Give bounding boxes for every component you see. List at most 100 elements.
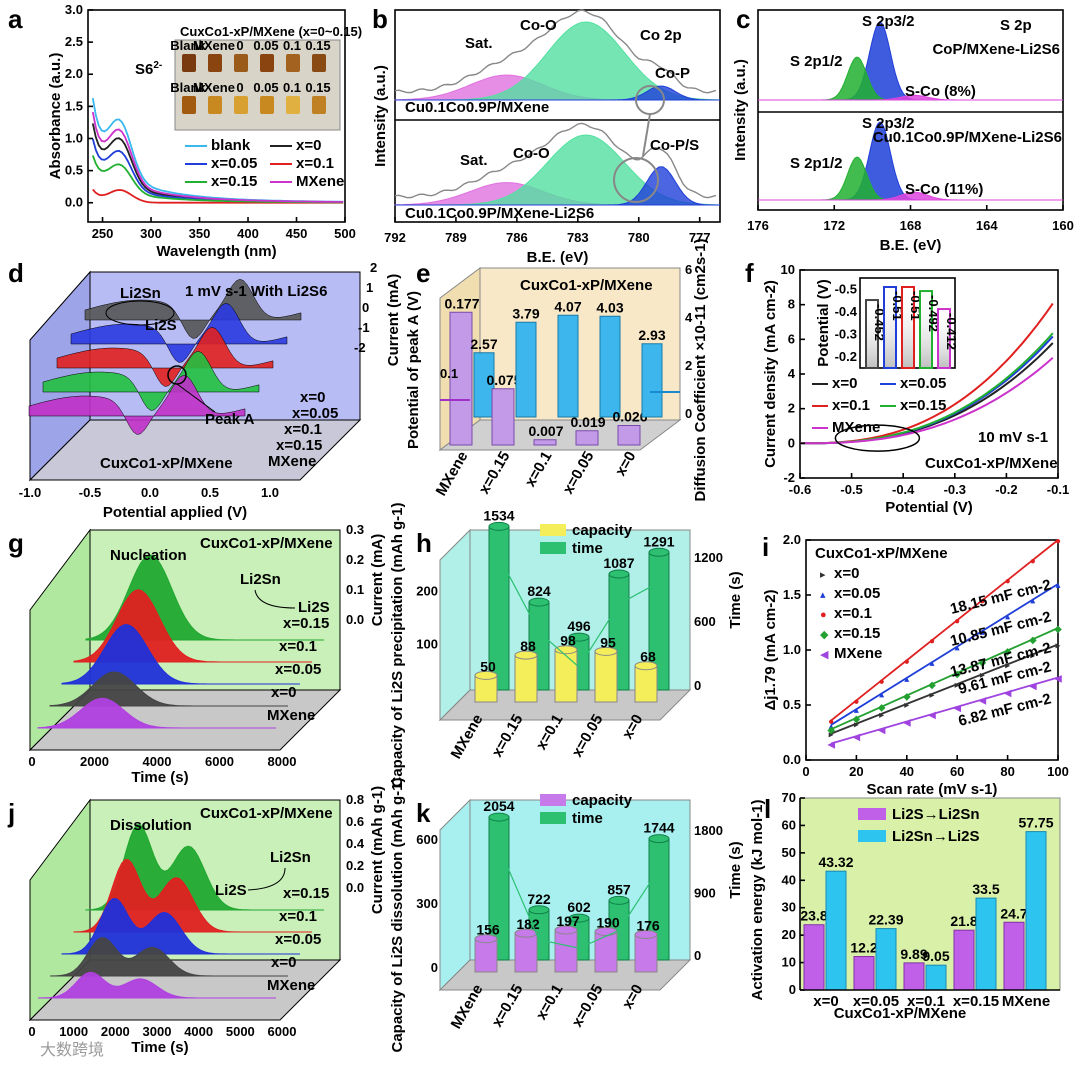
y-tick-left: 100: [416, 637, 438, 652]
bar-time-cap: [528, 597, 550, 607]
data-point: ▸: [904, 700, 909, 711]
fit-line-MXene: [830, 676, 1059, 745]
annotation-s6: S62-: [135, 60, 162, 78]
y-tick-right: 900: [694, 885, 716, 900]
y-tick-label: 60: [782, 817, 796, 832]
data-point: ●: [904, 656, 910, 667]
x-tick-label: -0.5: [840, 482, 862, 497]
time-trend-line: [498, 846, 660, 949]
z-tick-label: -2: [354, 340, 366, 355]
vial: [208, 96, 222, 114]
bar-time-cap: [648, 834, 670, 844]
inset-bar: [937, 308, 951, 369]
y-axis-title: Δj1.79 (mA cm-2): [762, 589, 779, 710]
x-tick-label: 500: [334, 226, 356, 241]
data-label-capacity: 50: [480, 658, 496, 674]
data-point: ◆: [928, 680, 936, 691]
panel-label: f: [745, 258, 754, 288]
z-tick-label: 0.0: [346, 612, 364, 627]
series-label: MXene: [268, 453, 316, 470]
bar-capacity-cap: [554, 645, 578, 655]
y-tick-label: 2: [788, 401, 795, 416]
bar-capacity-cap: [474, 934, 498, 944]
data-label: 9.89: [900, 946, 927, 962]
transient-curve-x=0: [49, 671, 288, 707]
x-tick-label: 6000: [205, 754, 234, 769]
legend-entry: x=0.05: [834, 585, 880, 602]
x-tick-label: 20: [849, 764, 863, 779]
y-axis-title-left: Potential of peak A (V): [405, 291, 422, 449]
plot-frame: [394, 9, 721, 223]
y-axis-title-left: Capacity of Li2S dissolution (mAh g-1): [389, 777, 406, 1052]
y-tick-left: 0.1: [440, 366, 458, 381]
series-label: x=0: [271, 684, 296, 701]
annotation-sup: 2-: [153, 60, 162, 71]
data-point: ▸: [955, 680, 960, 691]
bar-time-cap: [528, 905, 550, 915]
data-label-capacity: 182: [516, 916, 540, 932]
legend-swatch: [540, 794, 566, 806]
bar-capacity: [554, 929, 578, 973]
bar-capacity-cap: [514, 650, 538, 660]
x-axis-title: Time (s): [131, 1039, 188, 1056]
data-label: 9.05: [922, 948, 949, 964]
inset-row-label: 0.1: [283, 80, 301, 95]
x-tick-label: 300: [140, 226, 162, 241]
legend-entry: Li2S→Li2Sn: [892, 806, 980, 823]
data-point: ◀: [1004, 688, 1012, 699]
y-tick-label: 3.0: [65, 2, 83, 17]
data-point: ▴: [829, 721, 834, 732]
x-axis-title: Wavelength (nm): [156, 243, 276, 260]
data-label-time: 824: [527, 583, 551, 599]
data-point: ●: [1055, 536, 1061, 547]
vial: [260, 96, 274, 114]
bar-li2sn-to-li2s: [875, 928, 897, 991]
y-tick-label: 20: [782, 927, 796, 942]
x-tick-label: 160: [1052, 218, 1074, 233]
y-tick-label: 50: [782, 845, 796, 860]
data-label-potential: 0.177: [444, 295, 479, 311]
y-axis-title: Intensity (a.u.): [372, 65, 389, 167]
data-point: ●: [828, 716, 834, 727]
panel-label: h: [416, 528, 432, 558]
x-tick-label: 168: [900, 218, 922, 233]
bar-capacity-cap: [634, 661, 658, 671]
legend-entry: x=0: [834, 565, 859, 582]
bar-li2sn-to-li2s: [975, 897, 997, 991]
legend-marker: ▸: [820, 569, 826, 581]
z-tick-label: 0: [362, 300, 369, 315]
x-tick-label: 40: [900, 764, 914, 779]
peak-a-pointer: [176, 383, 216, 413]
panel-a: a 250 300 350 400 450 500 0.0 0.5 1.0 1.5 2.0 2.5 3.0…: [8, 2, 362, 260]
series-label: MXene: [267, 977, 315, 994]
data-label-capacity: 68: [640, 649, 656, 665]
plot-frame: [87, 9, 346, 223]
bar-diffusion: [641, 343, 663, 418]
bar-capacity: [594, 650, 618, 703]
raw-spectrum: [394, 122, 717, 199]
legend-entry: x=0.15: [834, 625, 880, 642]
y-axis-title: Intensity (a.u.): [732, 59, 749, 161]
y-axis-title-left: Capacity of Li2S precipitation (mAh g-1): [389, 502, 406, 787]
bar-time-cap: [648, 547, 670, 557]
data-point: ▴: [1030, 596, 1035, 607]
x-tick-label: -0.5: [79, 485, 101, 500]
rate-label: 1 mV s-1 With Li2S6: [185, 283, 327, 300]
legend-entry: capacity: [572, 792, 633, 809]
y-tick-label: 30: [782, 900, 796, 915]
highlight-circle: [613, 157, 659, 203]
panel-j: j x=0.15 x=0.1 x=0.05 x=0 MXene Dissolution Cux…: [7, 786, 386, 1056]
bar-capacity: [474, 938, 498, 973]
bar-diffusion: [557, 314, 579, 418]
x-axis-title: Scan rate (mV s-1): [867, 781, 998, 798]
data-label-time: 1744: [643, 820, 674, 836]
bar-capacity: [634, 665, 658, 703]
data-point: ◆: [979, 658, 987, 669]
fit-peak: [395, 166, 720, 206]
y-tick-label: 0.5: [783, 697, 801, 712]
x-tick-label: 3000: [143, 1024, 172, 1039]
z-tick-label: 0.4: [346, 836, 365, 851]
legend-entry: x=0.15: [211, 173, 257, 190]
inset-title: CuxCo1-xP/MXene (x=0~0.15): [180, 24, 362, 39]
x-axis-title: CuxCo1-xP/MXene: [834, 1005, 967, 1022]
